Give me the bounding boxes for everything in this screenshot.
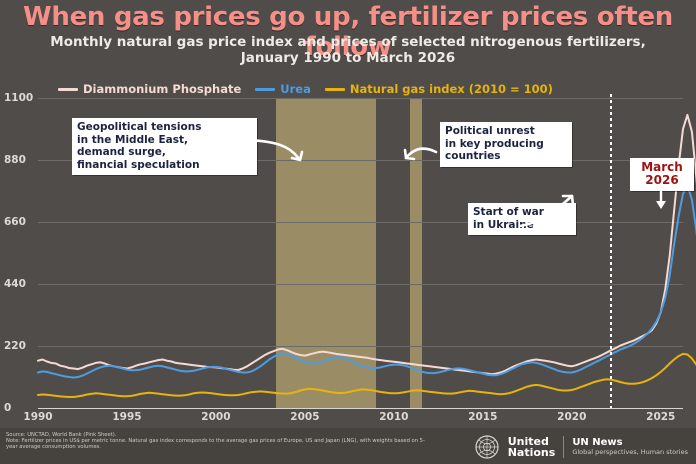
- x-axis-tick-label: 2000: [201, 411, 231, 423]
- annotation-line: Start of war: [473, 206, 544, 218]
- x-axis-tick-label: 2025: [646, 411, 676, 423]
- legend-label-gas: Natural gas index (2010 = 100): [349, 82, 553, 96]
- y-axis-tick-label: 880: [4, 154, 26, 166]
- x-axis-line: [38, 408, 683, 409]
- annotation-line: financial speculation: [77, 158, 200, 171]
- legend-item-gas: Natural gas index (2010 = 100): [324, 82, 553, 96]
- un-name-line-1: United: [507, 435, 549, 448]
- un-name-line-2: Nations: [507, 446, 556, 459]
- annotation-political-unrest: Political unrest in key producing countrie…: [440, 122, 572, 167]
- chart-legend: Diammonium Phosphate Urea Natural gas in…: [58, 82, 553, 96]
- annotation-line: Political unrest: [445, 125, 535, 137]
- annotation-line: in Ukraine: [473, 218, 534, 231]
- source-text: Source: UNCTAD, World Bank (Pink Sheet).: [6, 432, 117, 438]
- x-axis-tick-label: 1990: [23, 411, 53, 423]
- legend-label-urea: Urea: [280, 82, 311, 96]
- y-axis-tick-label: 220: [4, 340, 26, 352]
- note-text: Note: Fertilizer prices in US$ per metri…: [6, 438, 425, 451]
- x-axis-tick-label: 2020: [557, 411, 587, 423]
- un-news-brand: UN News: [572, 437, 623, 448]
- un-logo-icon: [475, 435, 499, 459]
- annotation-geopolitical-tensions: Geopolitical tensions in the Middle East,…: [72, 118, 257, 175]
- gridline: [38, 284, 683, 285]
- legend-item-dap: Diammonium Phosphate: [58, 82, 241, 96]
- x-axis-tick-label: 2015: [468, 411, 498, 423]
- annotation-start-of-war: Start of war in Ukraine: [468, 203, 576, 235]
- un-news-tagline: Global perspectives, Human stories: [572, 448, 688, 456]
- gridline: [38, 346, 683, 347]
- annotation-line: demand surge,: [77, 146, 166, 158]
- source-note: Source: UNCTAD, World Bank (Pink Sheet).…: [6, 432, 426, 451]
- legend-item-urea: Urea: [255, 82, 311, 96]
- un-news-block: UN News Global perspectives, Human stori…: [572, 437, 688, 457]
- y-axis-tick-label: 660: [4, 216, 26, 228]
- gridline: [38, 222, 683, 223]
- subtitle-line-2: January 1990 to March 2026: [240, 50, 456, 66]
- legend-swatch-dap: [58, 87, 78, 91]
- annotation-line: March: [641, 160, 683, 174]
- annotation-march-2026: March 2026: [630, 158, 694, 191]
- series-layer: [37, 113, 696, 398]
- page-subtitle: Monthly natural gas price index and pric…: [20, 34, 676, 66]
- legend-label-dap: Diammonium Phosphate: [83, 82, 242, 96]
- annotation-line: in the Middle East,: [77, 133, 188, 146]
- x-axis-tick-label: 2010: [379, 411, 409, 423]
- x-axis-tick-label: 2005: [290, 411, 320, 423]
- gridline: [38, 98, 683, 99]
- y-axis-tick-label: 0: [4, 402, 12, 414]
- legend-swatch-urea: [255, 87, 276, 91]
- gridline: [38, 160, 683, 161]
- un-name: United Nations: [508, 436, 556, 458]
- annotation-line: in key producing: [445, 137, 544, 150]
- legend-swatch-gas: [324, 87, 345, 91]
- un-branding: United Nations UN News Global perspectiv…: [474, 434, 688, 460]
- annotation-line: countries: [445, 150, 501, 162]
- annotation-line: Geopolitical tensions: [77, 121, 202, 133]
- subtitle-line-1: Monthly natural gas price index and pric…: [50, 34, 646, 50]
- x-axis-tick-label: 1995: [112, 411, 142, 423]
- page-title: When gas prices go up, fertilizer prices…: [22, 2, 673, 62]
- series-line-urea: [37, 184, 696, 379]
- annotation-line: 2026: [645, 173, 679, 187]
- y-axis-tick-label: 1100: [4, 92, 34, 104]
- series-line-diammonium-phosphate: [37, 113, 696, 376]
- shaded-band: [409, 98, 423, 408]
- brand-divider: [563, 436, 565, 458]
- footer-bar: [0, 428, 696, 464]
- marker-line: [609, 94, 612, 408]
- series-line-natural-gas-index: [37, 352, 696, 398]
- y-axis-tick-label: 440: [4, 278, 26, 290]
